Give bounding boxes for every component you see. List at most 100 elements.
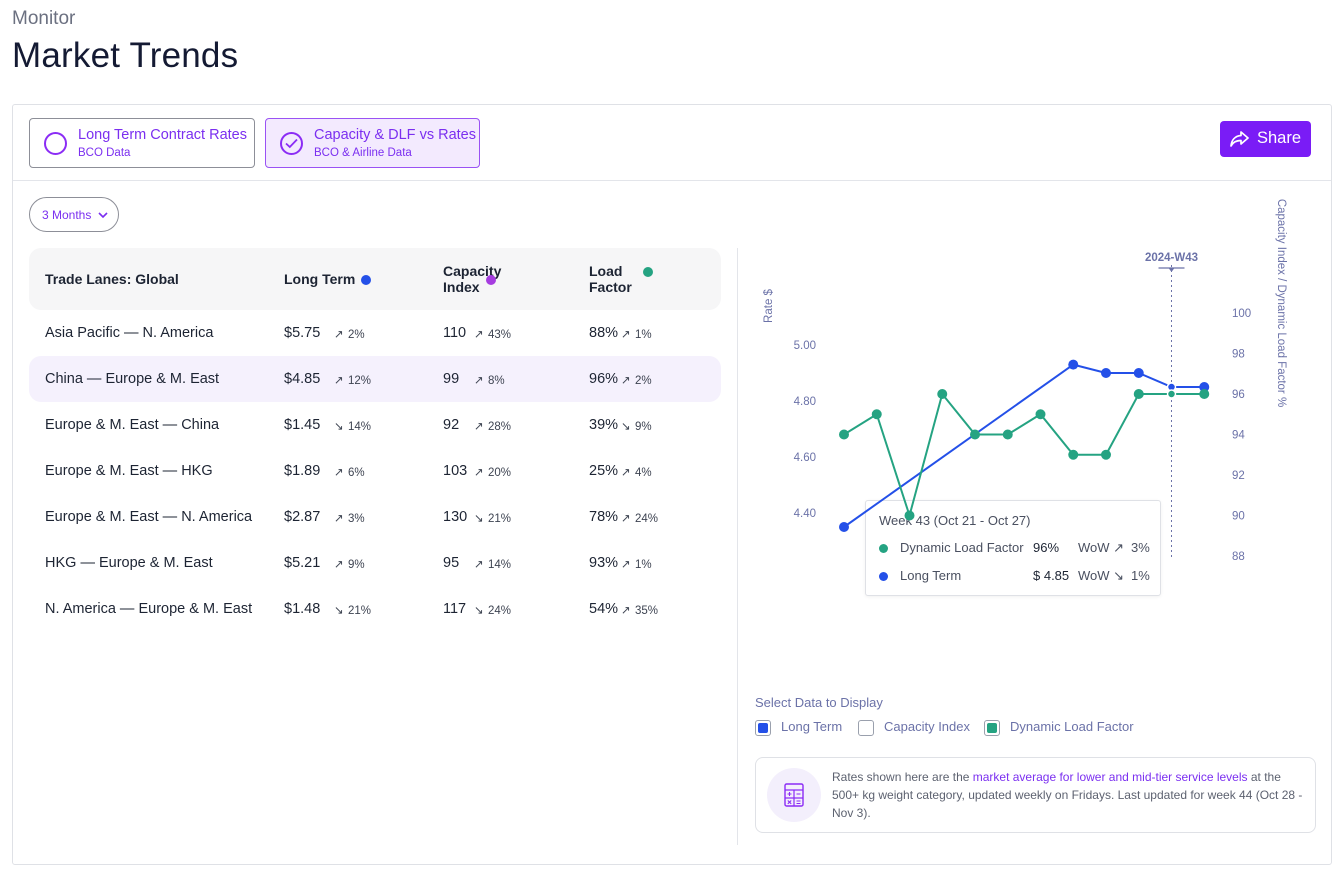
long-term-change: ↗ 2% — [334, 327, 365, 341]
tab-capacity-dlf-vs-rates[interactable]: Capacity & DLF vs Rates BCO & Airline Da… — [265, 118, 480, 168]
arrow-up-right-icon: ↗ — [621, 513, 631, 525]
checkbox[interactable] — [755, 720, 771, 736]
table-row[interactable]: Europe & M. East — HKG $1.89 103 25% ↗ 6% ↗ 20%… — [29, 448, 721, 494]
market-trends-chart: 33343536373839404142434420244.204.404.60… — [763, 199, 1287, 560]
tooltip-series-name: Dynamic Load Factor — [900, 540, 1024, 555]
change-value: 43% — [488, 329, 512, 341]
change-value: 8% — [488, 375, 505, 387]
column-header-label: Load — [589, 263, 623, 279]
share-icon — [1230, 131, 1249, 147]
table-row[interactable]: Europe & M. East — China $1.45 92 39% ↘ 14% ↗ 2… — [29, 402, 721, 448]
change-value: 4% — [635, 467, 652, 479]
arrow-down-right-icon: ↘ — [334, 421, 344, 433]
capacity-change: ↘ 24% — [474, 603, 511, 617]
change-value: 24% — [635, 513, 659, 525]
data-point — [1068, 449, 1079, 460]
lane-name: Asia Pacific — N. America — [45, 325, 214, 341]
long-term-rate: $5.75 — [284, 325, 321, 341]
change-value: 3% — [348, 513, 365, 525]
tooltip-series-name: Long Term — [900, 568, 962, 583]
column-header-label: Factor — [589, 279, 632, 295]
y-tick-label: 4.80 — [794, 396, 816, 408]
capacity-change: ↗ 8% — [474, 373, 505, 387]
data-point — [1199, 382, 1210, 392]
tooltip-wow: WoW ↘ — [1078, 568, 1124, 584]
tab-long-term-contract-rates[interactable]: Long Term Contract Rates BCO Data — [29, 118, 255, 168]
change-value: 1% — [635, 329, 652, 341]
tooltip-row-load-factor: Dynamic Load Factor 96% WoW ↗ 3% — [879, 540, 1150, 558]
tooltip-wow: WoW ↗ — [1078, 540, 1124, 556]
long-term-change: ↘ 21% — [334, 603, 371, 617]
long-term-rate: $4.85 — [284, 371, 321, 387]
capacity-change: ↘ 21% — [474, 511, 511, 525]
capacity-index: 99 — [443, 371, 460, 387]
long-term-rate: $1.89 — [284, 463, 321, 479]
arrow-up-right-icon: ↗ — [334, 513, 344, 525]
arrow-up-right-icon: ↗ — [334, 375, 344, 387]
lane-name: N. America — Europe & M. East — [45, 601, 253, 617]
breadcrumb: Monitor — [12, 8, 76, 29]
data-point — [1166, 389, 1177, 399]
y-right-tick-label: 90 — [1232, 511, 1245, 523]
arrow-up-right-icon: ↗ — [621, 605, 631, 617]
tooltip-row-long-term: Long Term $ 4.85 WoW ↘ 1% — [879, 568, 1150, 586]
tab-sublabel: BCO Data — [78, 147, 131, 159]
data-point — [904, 510, 915, 521]
checkbox[interactable] — [858, 720, 874, 736]
y-right-tick-label: 94 — [1232, 430, 1245, 442]
table-row[interactable]: China — Europe & M. East $4.85 99 96% ↗ 12% ↗ 8… — [29, 356, 721, 402]
change-value: 14% — [488, 559, 512, 571]
data-point — [1199, 389, 1210, 399]
change-value: 35% — [635, 605, 659, 617]
tooltip-pct: 3% — [1131, 540, 1150, 555]
y-tick-label: 4.60 — [794, 452, 816, 464]
table-row[interactable]: HKG — Europe & M. East $5.21 95 93% ↗ 9% ↗ 14% ↗… — [29, 540, 721, 586]
series-line — [843, 363, 1205, 528]
load-factor-dot — [879, 544, 888, 553]
toggle-label: Dynamic Load Factor — [1010, 719, 1134, 734]
column-header-long-term: Long Term — [284, 271, 372, 287]
change-value: 12% — [348, 375, 372, 387]
long-term-change: ↗ 12% — [334, 373, 371, 387]
arrow-down-right-icon: ↘ — [474, 513, 484, 525]
arrow-down-right-icon: ↘ — [621, 421, 631, 433]
checkbox[interactable] — [984, 720, 1000, 736]
change-value: 28% — [488, 421, 512, 433]
page-title: Market Trends — [12, 36, 239, 75]
time-range-dropdown[interactable]: 3 Months — [29, 197, 119, 232]
arrow-up-right-icon: ↗ — [474, 375, 484, 387]
table-row[interactable]: Europe & M. East — N. America $2.87 130 78%… — [29, 494, 721, 540]
arrow-up-right-icon: ↗ — [474, 421, 484, 433]
time-range-label: 3 Months — [42, 208, 92, 222]
arrow-up-right-icon: ↗ — [621, 375, 631, 387]
tab-label: Long Term Contract Rates — [78, 127, 247, 143]
data-point — [1133, 389, 1144, 399]
load-factor-change: ↗ 2% — [621, 373, 652, 387]
week-marker-arrow — [1168, 268, 1175, 272]
wow-label: WoW — [1078, 540, 1110, 555]
data-point — [839, 522, 849, 532]
arrow-up-right-icon: ↗ — [1113, 540, 1125, 555]
toggle-label: Long Term — [781, 719, 843, 734]
long-term-change: ↗ 6% — [334, 465, 365, 479]
y-right-axis-title: Capacity Index / Dynamic Load Factor % — [1275, 199, 1287, 407]
load-factor-change: ↗ 35% — [621, 603, 658, 617]
select-data-label: Select Data to Display — [755, 695, 883, 710]
arrow-up-right-icon: ↗ — [474, 329, 484, 341]
long-term-rate: $1.45 — [284, 417, 321, 433]
change-value: 24% — [488, 605, 512, 617]
week-marker-label: 2024-W43 — [1145, 252, 1198, 264]
toggle-label: Capacity Index — [884, 719, 970, 734]
panel-divider — [737, 248, 738, 845]
share-button[interactable]: Share — [1220, 121, 1311, 157]
table-row[interactable]: N. America — Europe & M. East $1.48 117 54%… — [29, 586, 721, 632]
data-point — [1068, 359, 1079, 370]
arrow-down-right-icon: ↘ — [334, 605, 344, 617]
change-value: 9% — [635, 421, 652, 433]
table-row[interactable]: Asia Pacific — N. America $5.75 110 88% ↗ 2% ↗… — [29, 310, 721, 356]
load-factor: 78% — [589, 509, 619, 525]
change-value: 2% — [635, 375, 652, 387]
capacity-index: 103 — [443, 463, 468, 479]
long-term-change: ↗ 3% — [334, 511, 365, 525]
y-right-tick-label: 88 — [1232, 551, 1245, 560]
